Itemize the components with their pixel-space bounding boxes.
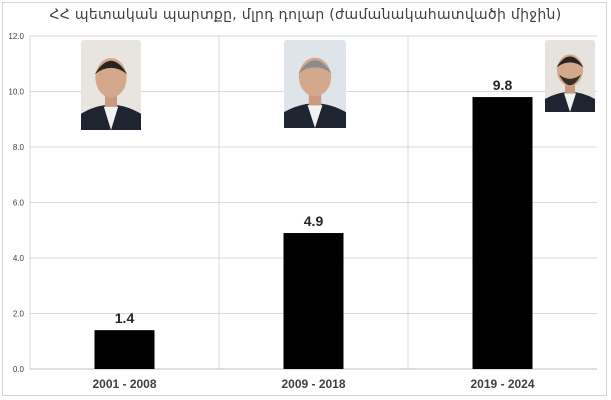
- portrait-photo: [81, 40, 141, 130]
- portrait-photo: [545, 40, 595, 112]
- y-tick-label: 4.0: [13, 254, 25, 263]
- y-tick-label: 10.0: [8, 88, 24, 97]
- data-label: 9.8: [493, 77, 513, 93]
- chart-title: ՀՀ պետական պարտքը, մլրդ դոլար (ժամանակահ…: [49, 7, 562, 23]
- x-axis-ticks: 2001 - 2008 2009 - 2018 2019 - 2024: [92, 377, 534, 391]
- y-tick-label: 0.0: [13, 365, 25, 374]
- y-tick-label: 12.0: [8, 32, 24, 41]
- data-label: 1.4: [115, 310, 135, 326]
- x-tick-label: 2009 - 2018: [281, 377, 345, 391]
- portrait-photo: [284, 40, 346, 128]
- data-label-layer: 1.4 4.9 9.8: [115, 77, 513, 326]
- y-axis-ticks: 0.0 2.0 4.0 6.0 8.0 10.0 12.0: [8, 32, 24, 374]
- y-tick-label: 2.0: [13, 310, 25, 319]
- y-tick-label: 8.0: [13, 143, 25, 152]
- data-label: 4.9: [304, 213, 324, 229]
- bar: [472, 97, 533, 370]
- x-tick-label: 2019 - 2024: [470, 377, 534, 391]
- bar-layer: [94, 97, 533, 370]
- portrait-layer: [81, 40, 595, 130]
- bar: [94, 330, 155, 369]
- bar: [283, 233, 344, 369]
- x-tick-label: 2001 - 2008: [92, 377, 156, 391]
- y-tick-label: 6.0: [13, 199, 25, 208]
